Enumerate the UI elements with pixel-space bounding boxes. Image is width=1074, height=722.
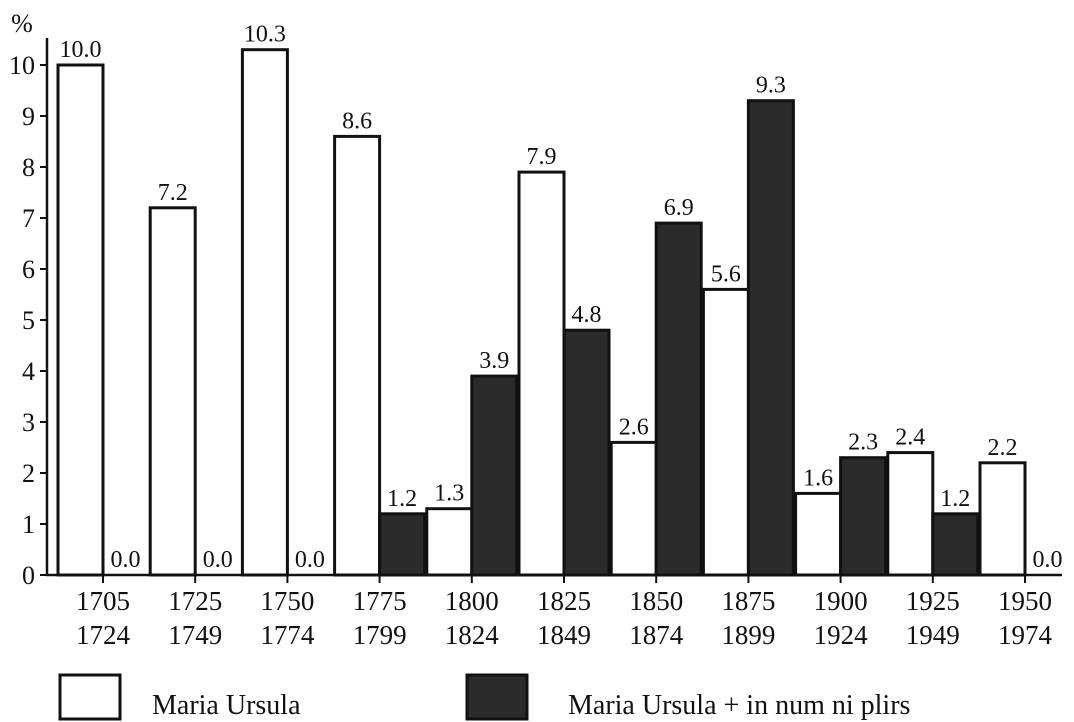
bar-s0-3 — [333, 134, 382, 577]
bar-s0-7 — [701, 287, 750, 577]
data-label-s1-9: 1.2 — [940, 486, 970, 512]
x-tick-label-0-1: 1724 — [76, 620, 131, 650]
data-label-s0-2: 10.3 — [244, 22, 286, 48]
x-tick-label-10-0: 1950 — [998, 586, 1052, 616]
data-label-s1-8: 2.3 — [848, 430, 878, 456]
data-label-s1-2: 0.0 — [295, 547, 325, 573]
bar-s0-6 — [609, 440, 658, 577]
legend-swatch-0 — [58, 673, 122, 721]
data-label-s1-7: 9.3 — [756, 73, 786, 99]
bars-group — [56, 48, 1027, 577]
data-label-s1-6: 6.9 — [664, 195, 694, 221]
axes-group: 0 1 2 3 4 5 6 7 8 9 10% 1705 1724 1725 1749 1750 1774 177… — [9, 9, 1062, 650]
data-label-s1-0: 0.0 — [111, 547, 141, 573]
data-label-s0-1: 7.2 — [158, 180, 188, 206]
x-tick-label-6-1: 1874 — [629, 620, 684, 650]
bar-s1-6 — [654, 221, 703, 577]
legend: Maria Ursula Maria Ursula + in num ni pli… — [58, 673, 910, 721]
y-tick-label-6: 6 — [22, 255, 35, 284]
data-label-s1-5: 4.8 — [572, 302, 602, 328]
bar-s0-5 — [517, 170, 566, 577]
bar-s1-3 — [378, 512, 427, 577]
x-tick-label-1-1: 1749 — [168, 620, 222, 650]
bar-s1-5 — [562, 328, 611, 577]
x-tick-label-1-0: 1725 — [168, 586, 222, 616]
bar-s1-8 — [839, 456, 888, 577]
y-tick-label-9: 9 — [22, 102, 35, 131]
bar-s0-4 — [425, 507, 474, 577]
x-tick-label-7-0: 1875 — [721, 586, 775, 616]
y-tick-label-3: 3 — [22, 408, 35, 437]
bar-s1-7 — [746, 99, 795, 577]
data-label-s1-1: 0.0 — [203, 547, 233, 573]
data-label-s0-6: 2.6 — [619, 414, 649, 440]
y-tick-label-7: 7 — [22, 204, 35, 233]
legend-label-0: Maria Ursula — [152, 690, 301, 721]
x-tick-label-3-0: 1775 — [353, 586, 407, 616]
bar-s1-9 — [931, 512, 980, 577]
data-label-s0-10: 2.2 — [988, 435, 1018, 461]
x-tick-label-4-0: 1800 — [445, 586, 499, 616]
y-tick-label-2: 2 — [22, 459, 35, 488]
data-label-s0-5: 7.9 — [527, 144, 557, 170]
data-label-s0-8: 1.6 — [803, 465, 833, 491]
x-tick-label-3-1: 1799 — [353, 620, 407, 650]
y-tick-label-10: 10 — [9, 51, 35, 80]
bar-s0-8 — [794, 491, 843, 577]
y-unit-label: % — [11, 9, 33, 38]
x-tick-label-5-0: 1825 — [537, 586, 591, 616]
data-label-s0-7: 5.6 — [711, 261, 741, 287]
legend-label-1: Maria Ursula + in num ni plirs — [568, 690, 910, 721]
x-tick-label-9-0: 1925 — [906, 586, 960, 616]
x-tick-label-0-0: 1705 — [76, 586, 130, 616]
bar-s0-0 — [56, 63, 105, 577]
bar-s0-2 — [240, 48, 289, 577]
x-tick-label-2-1: 1774 — [260, 620, 315, 650]
legend-swatch-1 — [465, 673, 529, 721]
x-tick-label-10-1: 1974 — [998, 620, 1053, 650]
data-label-s0-0: 10.0 — [60, 37, 102, 63]
x-tick-label-7-1: 1899 — [721, 620, 775, 650]
data-label-s1-3: 1.2 — [387, 486, 417, 512]
x-tick-label-5-1: 1849 — [537, 620, 591, 650]
data-label-s0-4: 1.3 — [434, 481, 464, 507]
data-label-s0-9: 2.4 — [895, 425, 925, 451]
data-label-s0-3: 8.6 — [342, 108, 372, 134]
labels-group: 10.0 7.2 10.3 8.6 1.3 7.9 2.6 5.6 1.6 2.4 2.2 0.0 0.… — [60, 22, 1063, 573]
bar-s0-9 — [886, 451, 935, 577]
x-tick-label-6-0: 1850 — [629, 586, 683, 616]
x-tick-label-9-1: 1949 — [906, 620, 960, 650]
bar-s0-10 — [978, 461, 1027, 577]
bar-s0-1 — [148, 206, 197, 577]
data-label-s1-10: 0.0 — [1033, 547, 1063, 573]
y-tick-label-0: 0 — [22, 561, 35, 590]
bar-s1-4 — [470, 374, 519, 577]
x-tick-label-8-0: 1900 — [814, 586, 868, 616]
y-tick-label-4: 4 — [22, 357, 35, 386]
y-tick-label-5: 5 — [22, 306, 35, 335]
y-tick-label-8: 8 — [22, 153, 35, 182]
x-tick-label-4-1: 1824 — [445, 620, 500, 650]
y-tick-label-1: 1 — [22, 510, 35, 539]
x-tick-label-8-1: 1924 — [814, 620, 869, 650]
x-tick-label-2-0: 1750 — [260, 586, 314, 616]
data-label-s1-4: 3.9 — [479, 348, 509, 374]
